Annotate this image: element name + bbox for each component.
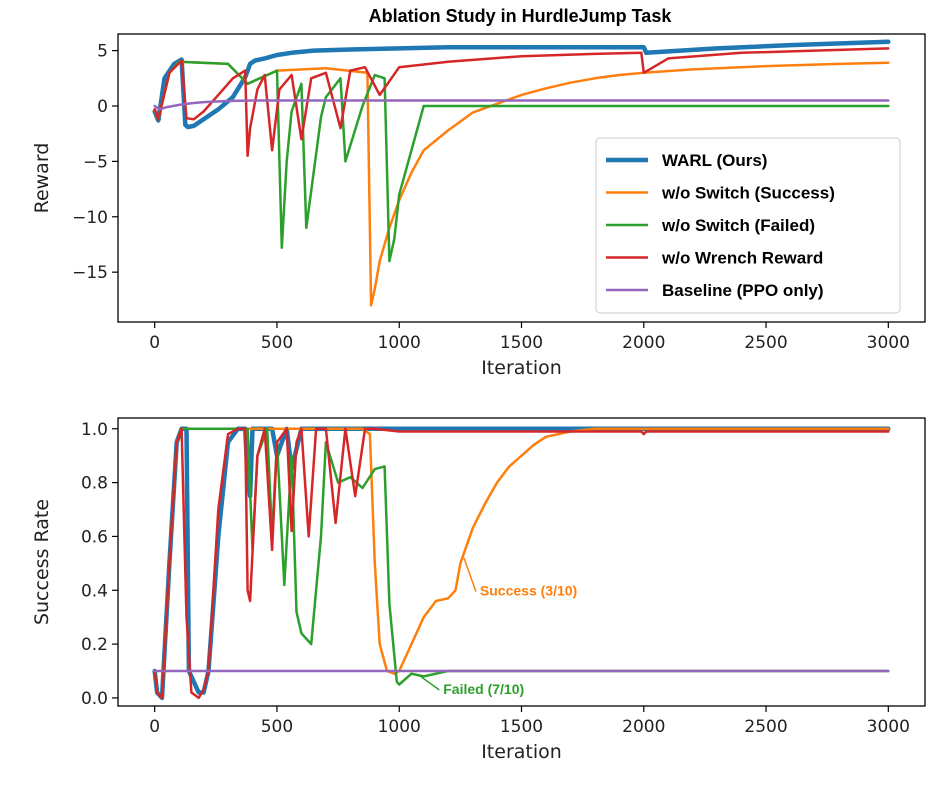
success-series-w-o-switch-failed bbox=[153, 427, 890, 700]
reward-x-axis-label: Iteration bbox=[481, 357, 562, 379]
success-y-tick-label: 0.4 bbox=[81, 581, 108, 601]
reward-x-tick-label: 2500 bbox=[744, 333, 787, 353]
reward-y-tick-label: −5 bbox=[83, 152, 108, 172]
reward-x-tick-label: 500 bbox=[261, 333, 293, 353]
legend-label: w/o Switch (Failed) bbox=[661, 216, 815, 235]
reward-y-tick-label: 0 bbox=[97, 97, 108, 117]
chart-title: Ablation Study in HurdleJump Task bbox=[369, 6, 673, 26]
reward-x-tick-label: 1000 bbox=[378, 333, 421, 353]
success-x-tick-label: 500 bbox=[261, 717, 293, 737]
reward-y-tick-label: 5 bbox=[97, 42, 108, 62]
legend-label: w/o Wrench Reward bbox=[661, 249, 823, 268]
success-x-tick-label: 1000 bbox=[378, 717, 421, 737]
reward-y-tick-label: −15 bbox=[72, 263, 108, 283]
success-y-tick-label: 0.2 bbox=[81, 635, 108, 655]
annotation-leader-line bbox=[418, 674, 440, 691]
success-x-tick-label: 0 bbox=[149, 717, 160, 737]
reward-x-tick-label: 0 bbox=[149, 333, 160, 353]
success-y-tick-label: 0.8 bbox=[81, 474, 108, 494]
reward-x-tick-label: 2000 bbox=[622, 333, 665, 353]
success-y-axis-label: Success Rate bbox=[31, 499, 53, 625]
success-x-tick-label: 3000 bbox=[867, 717, 910, 737]
success-x-axis-label: Iteration bbox=[481, 741, 562, 763]
success-x-tick-label: 2500 bbox=[744, 717, 787, 737]
success-series-w-o-switch-success bbox=[153, 427, 890, 700]
success-x-tick-label: 1500 bbox=[500, 717, 543, 737]
reward-x-tick-label: 3000 bbox=[867, 333, 910, 353]
reward-series-w-o-switch-failed bbox=[153, 60, 890, 263]
reward-y-tick-label: −10 bbox=[72, 208, 108, 228]
success-series-warl-ours bbox=[152, 426, 891, 701]
success-series-w-o-wrench-reward bbox=[153, 427, 890, 700]
reward-series-baseline-ppo-only bbox=[153, 99, 890, 111]
success-plot-frame bbox=[117, 417, 926, 707]
legend-label: Baseline (PPO only) bbox=[662, 281, 824, 300]
success-y-tick-label: 1.0 bbox=[81, 420, 108, 440]
success-x-tick-label: 2000 bbox=[622, 717, 665, 737]
success-y-tick-label: 0.0 bbox=[81, 689, 108, 709]
reward-series-w-o-wrench-reward bbox=[153, 47, 890, 158]
annotation-label: Success (3/10) bbox=[480, 583, 577, 599]
legend-label: WARL (Ours) bbox=[662, 151, 767, 170]
legend-box bbox=[595, 137, 901, 314]
reward-plot-frame bbox=[117, 33, 926, 323]
success-series-group bbox=[152, 426, 891, 701]
reward-series-group bbox=[152, 39, 891, 307]
legend-label: w/o Switch (Success) bbox=[661, 184, 835, 203]
annotation-leader-line bbox=[463, 557, 477, 592]
reward-x-tick-label: 1500 bbox=[500, 333, 543, 353]
success-y-tick-label: 0.6 bbox=[81, 527, 108, 547]
reward-y-axis-label: Reward bbox=[31, 143, 53, 214]
annotation-label: Failed (7/10) bbox=[443, 681, 524, 697]
